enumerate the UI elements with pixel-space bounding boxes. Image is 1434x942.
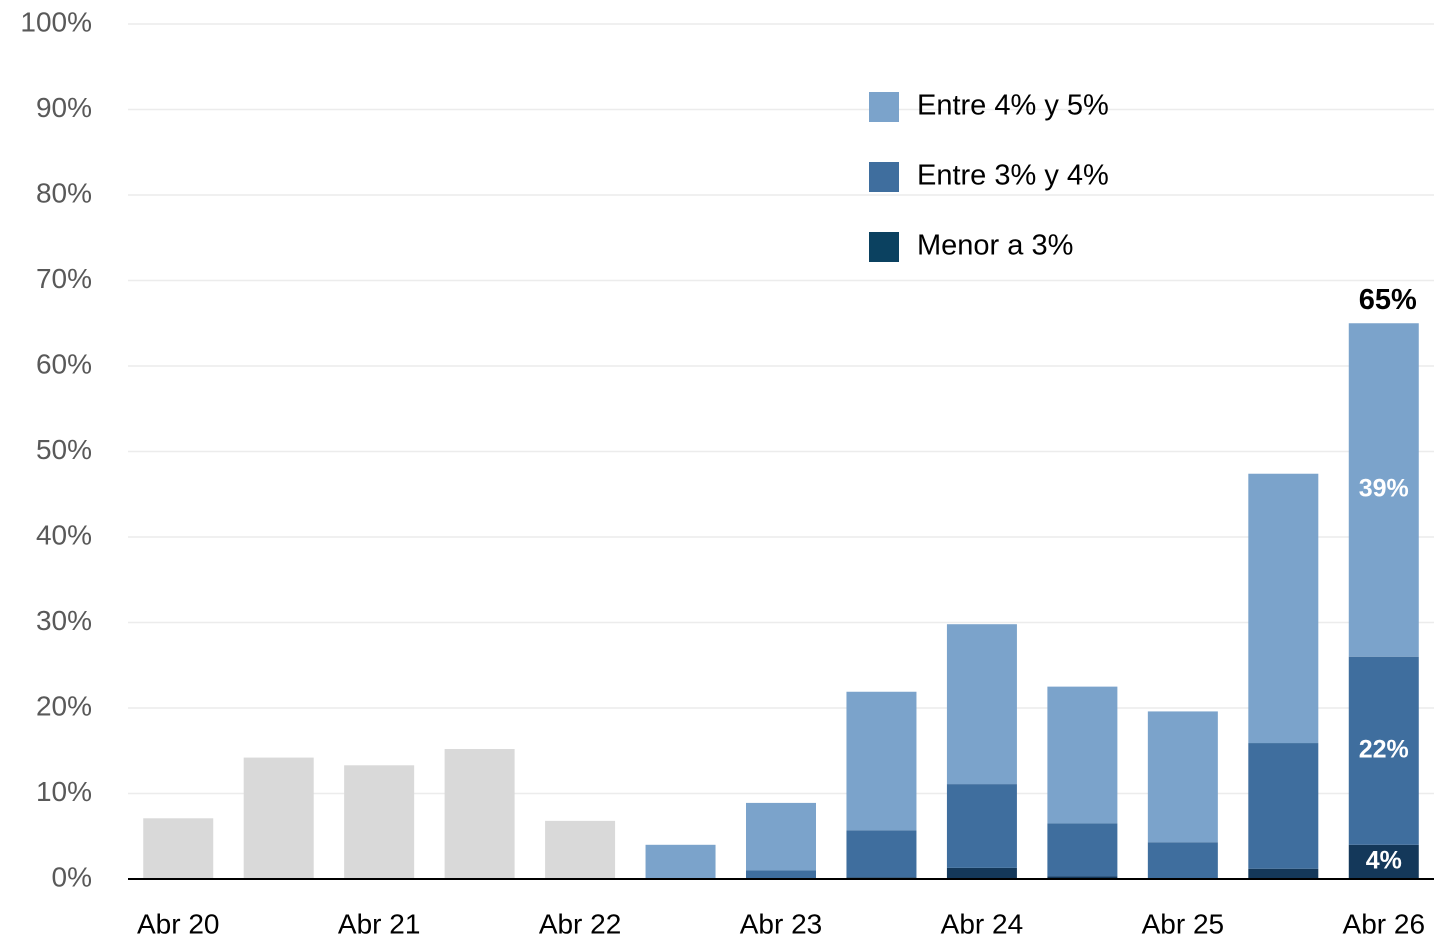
bar-segment (1248, 473, 1319, 744)
bar-segment (1047, 823, 1118, 877)
x-tick-label: Abr 22 (539, 908, 622, 939)
legend-swatch (869, 232, 899, 262)
legend-swatch (869, 162, 899, 192)
bar-segment (846, 691, 917, 831)
bar-segment (344, 765, 415, 879)
x-tick-label: Abr 24 (941, 908, 1024, 939)
bar-segment (545, 820, 616, 879)
legend-label: Entre 4% y 5% (917, 90, 1109, 122)
y-tick-label: 60% (36, 348, 92, 379)
data-label: 39% (1359, 475, 1409, 503)
legend-label: Entre 3% y 4% (917, 160, 1109, 192)
bar-segment (1147, 842, 1218, 879)
total-label: 65% (1359, 284, 1417, 316)
y-tick-label: 30% (36, 605, 92, 636)
x-tick-label: Abr 21 (338, 908, 421, 939)
y-tick-label: 80% (36, 177, 92, 208)
y-tick-label: 20% (36, 690, 92, 721)
bar-segment (946, 784, 1017, 868)
bar-segment (946, 624, 1017, 785)
y-tick-label: 90% (36, 92, 92, 123)
bar-segment (243, 757, 314, 879)
bar-segment (1047, 686, 1118, 824)
y-tick-label: 10% (36, 776, 92, 807)
legend-label: Menor a 3% (917, 230, 1073, 262)
y-tick-label: 0% (52, 861, 92, 892)
x-tick-label: Abr 25 (1142, 908, 1225, 939)
bar-segment (143, 818, 214, 879)
bar-segment (846, 830, 917, 878)
x-tick-label: Abr 23 (740, 908, 823, 939)
y-tick-label: 100% (20, 6, 92, 37)
bar-segment (1147, 711, 1218, 843)
y-tick-label: 40% (36, 519, 92, 550)
x-tick-label: Abr 20 (137, 908, 220, 939)
y-tick-label: 50% (36, 434, 92, 465)
y-tick-label: 70% (36, 263, 92, 294)
bar-segment (1348, 844, 1419, 879)
data-label: 22% (1359, 735, 1409, 763)
legend-swatch (869, 92, 899, 122)
bar-segment (1248, 868, 1319, 879)
bar-segment (946, 867, 1017, 879)
bar-segment (645, 844, 716, 879)
x-tick-label: Abr 26 (1343, 908, 1426, 939)
bar-segment (1248, 743, 1319, 869)
bar-segment (1348, 323, 1419, 657)
data-label: 4% (1366, 847, 1402, 875)
bar-segment (746, 870, 816, 879)
bar-segment (1047, 876, 1118, 879)
bar-segment (1348, 656, 1419, 845)
bar-segment (746, 802, 816, 871)
bar-segment (444, 749, 515, 879)
